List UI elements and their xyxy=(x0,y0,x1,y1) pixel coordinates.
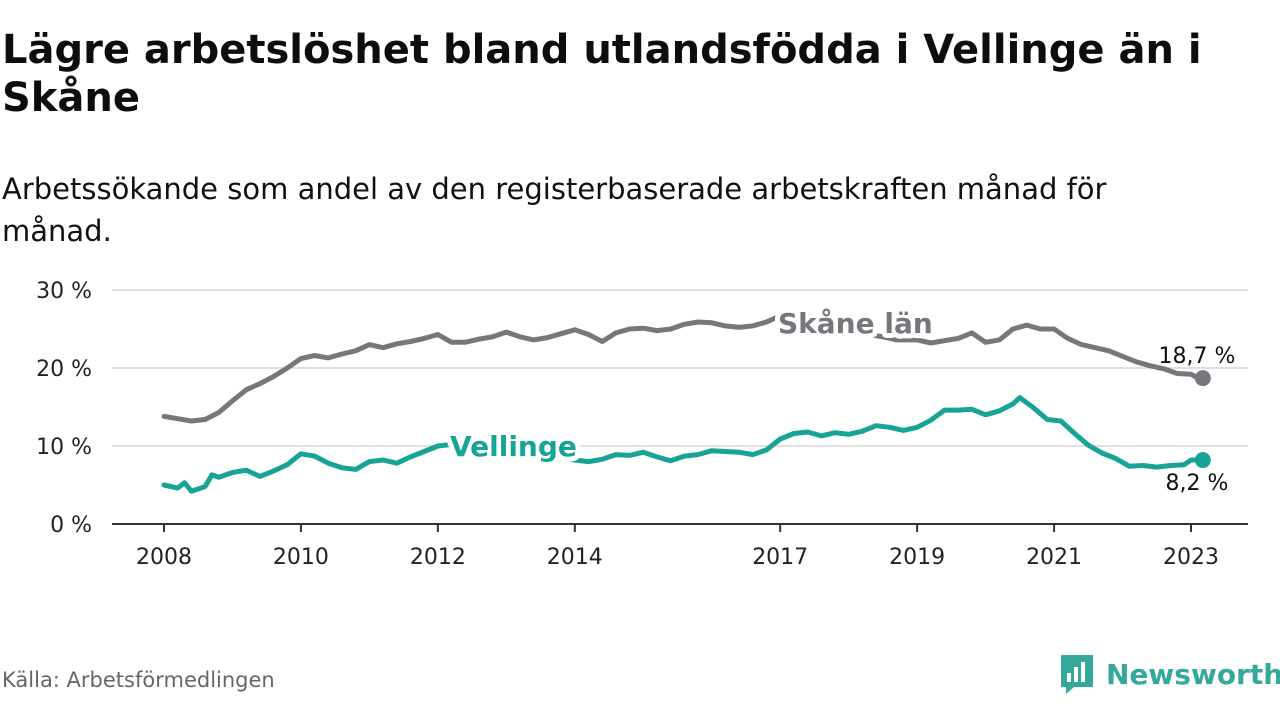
chart-title: Lägre arbetslöshet bland utlandsfödda i … xyxy=(2,27,1202,121)
end-value-label: 18,7 % xyxy=(1159,344,1236,369)
line-chart: 0 % 10 % 20 % 30 % 2008 2010 2012 2014 2017 2019 2… xyxy=(36,279,1248,570)
x-tick-label: 2008 xyxy=(136,545,192,570)
source-note: Källa: Arbetsförmedlingen xyxy=(2,668,275,692)
x-tick-label: 2012 xyxy=(410,545,466,570)
y-tick-label: 20 % xyxy=(36,357,92,382)
series-label-skane: Skåne län xyxy=(778,307,933,340)
series-label-vellinge: Vellinge xyxy=(450,430,577,463)
x-tick-label: 2019 xyxy=(889,545,945,570)
brand-name: Newsworthy xyxy=(1106,657,1280,691)
end-value-label: 8,2 % xyxy=(1166,471,1229,496)
x-tick-label: 2021 xyxy=(1026,545,1082,570)
chart-subtitle: Arbetssökande som andel av den registerb… xyxy=(2,172,1107,248)
x-tick-label: 2023 xyxy=(1163,545,1219,570)
x-tick-label: 2010 xyxy=(273,545,329,570)
series-end-point xyxy=(1194,452,1211,469)
newsworthy-logo-icon xyxy=(1061,655,1093,694)
y-tick-label: 10 % xyxy=(36,435,92,460)
y-tick-label: 30 % xyxy=(36,279,92,304)
x-tick-label: 2014 xyxy=(547,545,603,570)
y-tick-label: 0 % xyxy=(50,513,92,538)
series-line-skane xyxy=(161,312,1201,424)
series-line-vellinge xyxy=(161,395,1201,494)
brand-logo[interactable]: Newsworthy xyxy=(1058,652,1280,696)
x-tick-label: 2017 xyxy=(752,545,808,570)
series-end-point xyxy=(1194,370,1211,387)
